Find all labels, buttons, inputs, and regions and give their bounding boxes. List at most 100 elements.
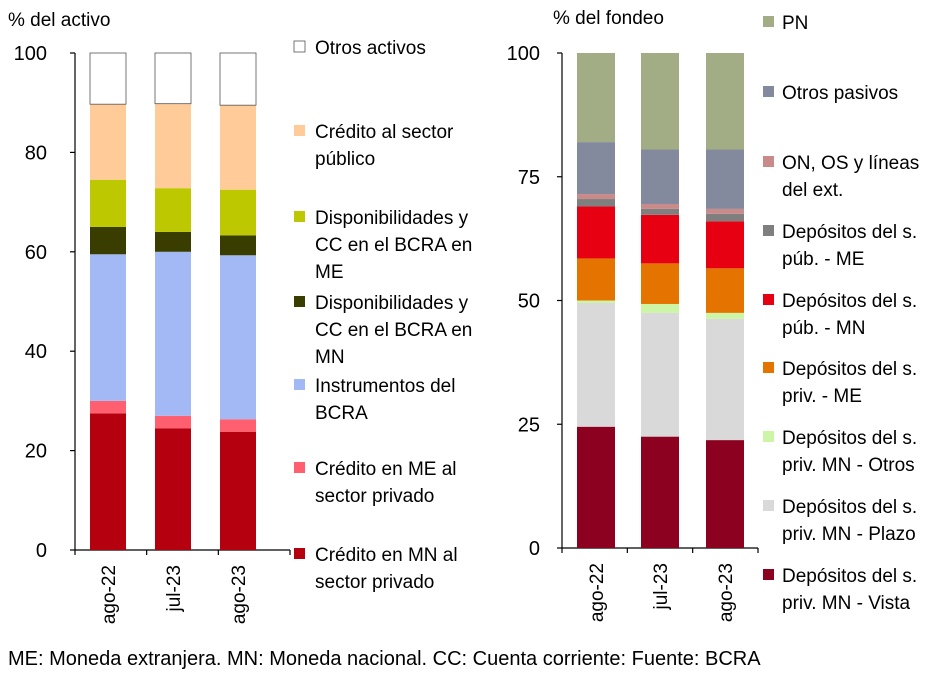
bar-segment-disponibilidades-y-cc-en-el-bcra-en-me [220,189,256,236]
bar-segment-depositos-del-s-pub-mn [577,206,615,259]
legend-swatch-depositos-del-s-priv-mn-plazo [763,500,774,511]
bar-segment-disponibilidades-y-cc-en-el-bcra-en-mn [220,235,256,256]
legend-label-otros-pasivos: Otros pasivos [782,83,898,104]
legend-label-depositos-del-s-pub-me: Depósitos del s. púb. - ME [782,222,917,270]
bar-segment-depositos-del-s-priv-mn-plazo [706,318,744,441]
stacked-bar-charts: % del activo 0 20 40 60 80 100 ago-22 jul-23 ago-… [8,8,920,624]
bar-segment-otros-pasivos [706,149,744,209]
bar-segment-depositos-del-s-priv-me [706,268,744,313]
bar-segment-disponibilidades-y-cc-en-el-bcra-en-mn [90,226,126,255]
bar-segment-on-os-y-lineas-del-ext [706,208,744,214]
bar-segment-credito-en-mn-al-sector-privado [90,413,126,550]
bar-segment-depositos-del-s-priv-mn-vista [577,426,615,548]
legend-swatch-depositos-del-s-pub-mn [763,294,774,305]
legend-label-depositos-del-s-pub-mn: Depósitos del s. púb. - MN [782,291,917,339]
bar-segment-credito-en-me-al-sector-privado [220,419,256,432]
x-category-label: ago-23 [229,565,250,624]
legend-label-disponibilidades-y-cc-en-el-bcra-en-me: Disponibilidades y CC en el BCRA en ME [315,208,472,283]
bar-segment-depositos-del-s-priv-mn-vista [706,440,744,548]
legend-label-depositos-del-s-priv-me: Depósitos del s. priv. - ME [782,359,917,407]
bar-segment-otros-pasivos [577,142,615,195]
legend-label-credito-en-mn-al-sector-privado: Crédito en MN al sector privado [315,545,458,593]
bar-segment-depositos-del-s-pub-mn [706,221,744,269]
legend-swatch-instrumentos-del-bcra [294,379,305,390]
legend-label-instrumentos-del-bcra: Instrumentos del BCRA [315,376,455,424]
legend-swatch-depositos-del-s-priv-me [763,362,774,373]
bar-segment-depositos-del-s-priv-mn-otros [706,312,744,319]
bar-segment-depositos-del-s-priv-mn-vista [641,436,679,548]
bar-segment-depositos-del-s-priv-mn-plazo [641,312,679,437]
bar-segment-depositos-del-s-priv-mn-otros [641,303,679,313]
activo-chart: % del activo 0 20 40 60 80 100 ago-22 jul-23 ago-… [8,10,472,624]
legend-label-on-os-y-lineas-del-ext: ON, OS y líneas del ext. [782,153,919,201]
legend-swatch-disponibilidades-y-cc-en-el-bcra-en-me [294,211,305,222]
y-tick-label: 100 [14,43,47,65]
y-tick-label: 100 [507,43,540,65]
bar-segment-disponibilidades-y-cc-en-el-bcra-en-me [90,179,126,227]
bar-segment-disponibilidades-y-cc-en-el-bcra-en-me [155,188,191,232]
bar-segment-depositos-del-s-pub-me [706,213,744,222]
y-tick-label: 50 [518,291,540,313]
legend-swatch-credito-en-me-al-sector-privado [294,462,305,473]
y-axis-title: % del fondeo [553,8,664,29]
legend-label-credito-al-sector-publico: Crédito al sector público [315,122,454,170]
bar-segment-on-os-y-lineas-del-ext [641,203,679,209]
legend-swatch-otros-pasivos [763,86,774,97]
x-category-label: ago-23 [716,563,737,622]
legend-label-depositos-del-s-priv-mn-otros: Depósitos del s. priv. MN - Otros [782,428,917,476]
bar-segment-otros-activos [89,52,127,105]
fondeo-chart: % del fondeo 0 25 50 75 100 ago-22 jul-23 ago-23… [507,8,920,622]
y-tick-label: 0 [529,538,540,560]
bar-segment-instrumentos-del-bcra [155,251,191,416]
bar-segment-credito-al-sector-publico [220,105,256,190]
bar-segment-depositos-del-s-pub-me [577,199,615,207]
bar-segment-otros-activos [219,52,257,106]
y-axis-title: % del activo [8,10,110,31]
legend-swatch-depositos-del-s-pub-me [763,225,774,236]
legend-swatch-credito-al-sector-publico [294,125,305,136]
legend-label-pn: PN [782,13,808,34]
bar-segment-credito-en-me-al-sector-privado [155,415,191,429]
x-category-label: ago-22 [587,563,608,622]
bar-segment-pn [641,53,679,150]
legend-swatch-depositos-del-s-priv-mn-vista [763,569,774,580]
bar-segment-on-os-y-lineas-del-ext [577,194,615,200]
bar-segment-pn [706,53,744,150]
y-tick-label: 20 [25,441,47,463]
bar-segment-instrumentos-del-bcra [90,254,126,401]
bar-segment-credito-en-mn-al-sector-privado [155,428,191,550]
bar-segment-pn [577,53,615,143]
bar-segment-instrumentos-del-bcra [220,255,256,420]
y-tick-label: 60 [25,242,47,264]
bar-segment-credito-al-sector-publico [155,103,191,189]
bar-segment-depositos-del-s-priv-me [641,263,679,304]
legend-label-otros-activos: Otros activos [315,38,426,59]
x-category-label: ago-22 [99,565,120,624]
legend-label-disponibilidades-y-cc-en-el-bcra-en-mn: Disponibilidades y CC en el BCRA en MN [315,293,472,368]
y-tick-label: 0 [36,540,47,562]
legend-swatch-on-os-y-lineas-del-ext [763,156,774,167]
y-tick-label: 75 [518,167,540,189]
x-category-label: jul-23 [651,563,672,610]
legend-swatch-credito-en-mn-al-sector-privado [294,548,305,559]
legend-swatch-pn [763,16,774,27]
bar-segment-depositos-del-s-priv-mn-plazo [577,302,615,427]
bar-segment-depositos-del-s-pub-mn [641,214,679,264]
bar-segment-depositos-del-s-priv-mn-otros [577,300,615,303]
legend-swatch-disponibilidades-y-cc-en-el-bcra-en-mn [294,296,305,307]
legend-swatch-depositos-del-s-priv-mn-otros [763,431,774,442]
bar-segment-credito-en-mn-al-sector-privado [220,431,256,550]
y-tick-label: 40 [25,341,47,363]
legend-swatch-otros-activos [293,40,306,53]
y-tick-label: 80 [25,142,47,164]
bar-segment-depositos-del-s-pub-me [641,208,679,215]
x-category-label: jul-23 [164,565,185,612]
bar-segment-credito-en-me-al-sector-privado [90,400,126,414]
bar-segment-otros-pasivos [641,149,679,204]
bar-segment-credito-al-sector-publico [90,104,126,180]
legend-label-depositos-del-s-priv-mn-vista: Depósitos del s. priv. MN - Vista [782,566,917,614]
bar-segment-otros-activos [154,52,192,105]
bar-segment-depositos-del-s-priv-me [577,258,615,301]
bar-segment-disponibilidades-y-cc-en-el-bcra-en-mn [155,231,191,252]
y-tick-label: 25 [518,414,540,436]
